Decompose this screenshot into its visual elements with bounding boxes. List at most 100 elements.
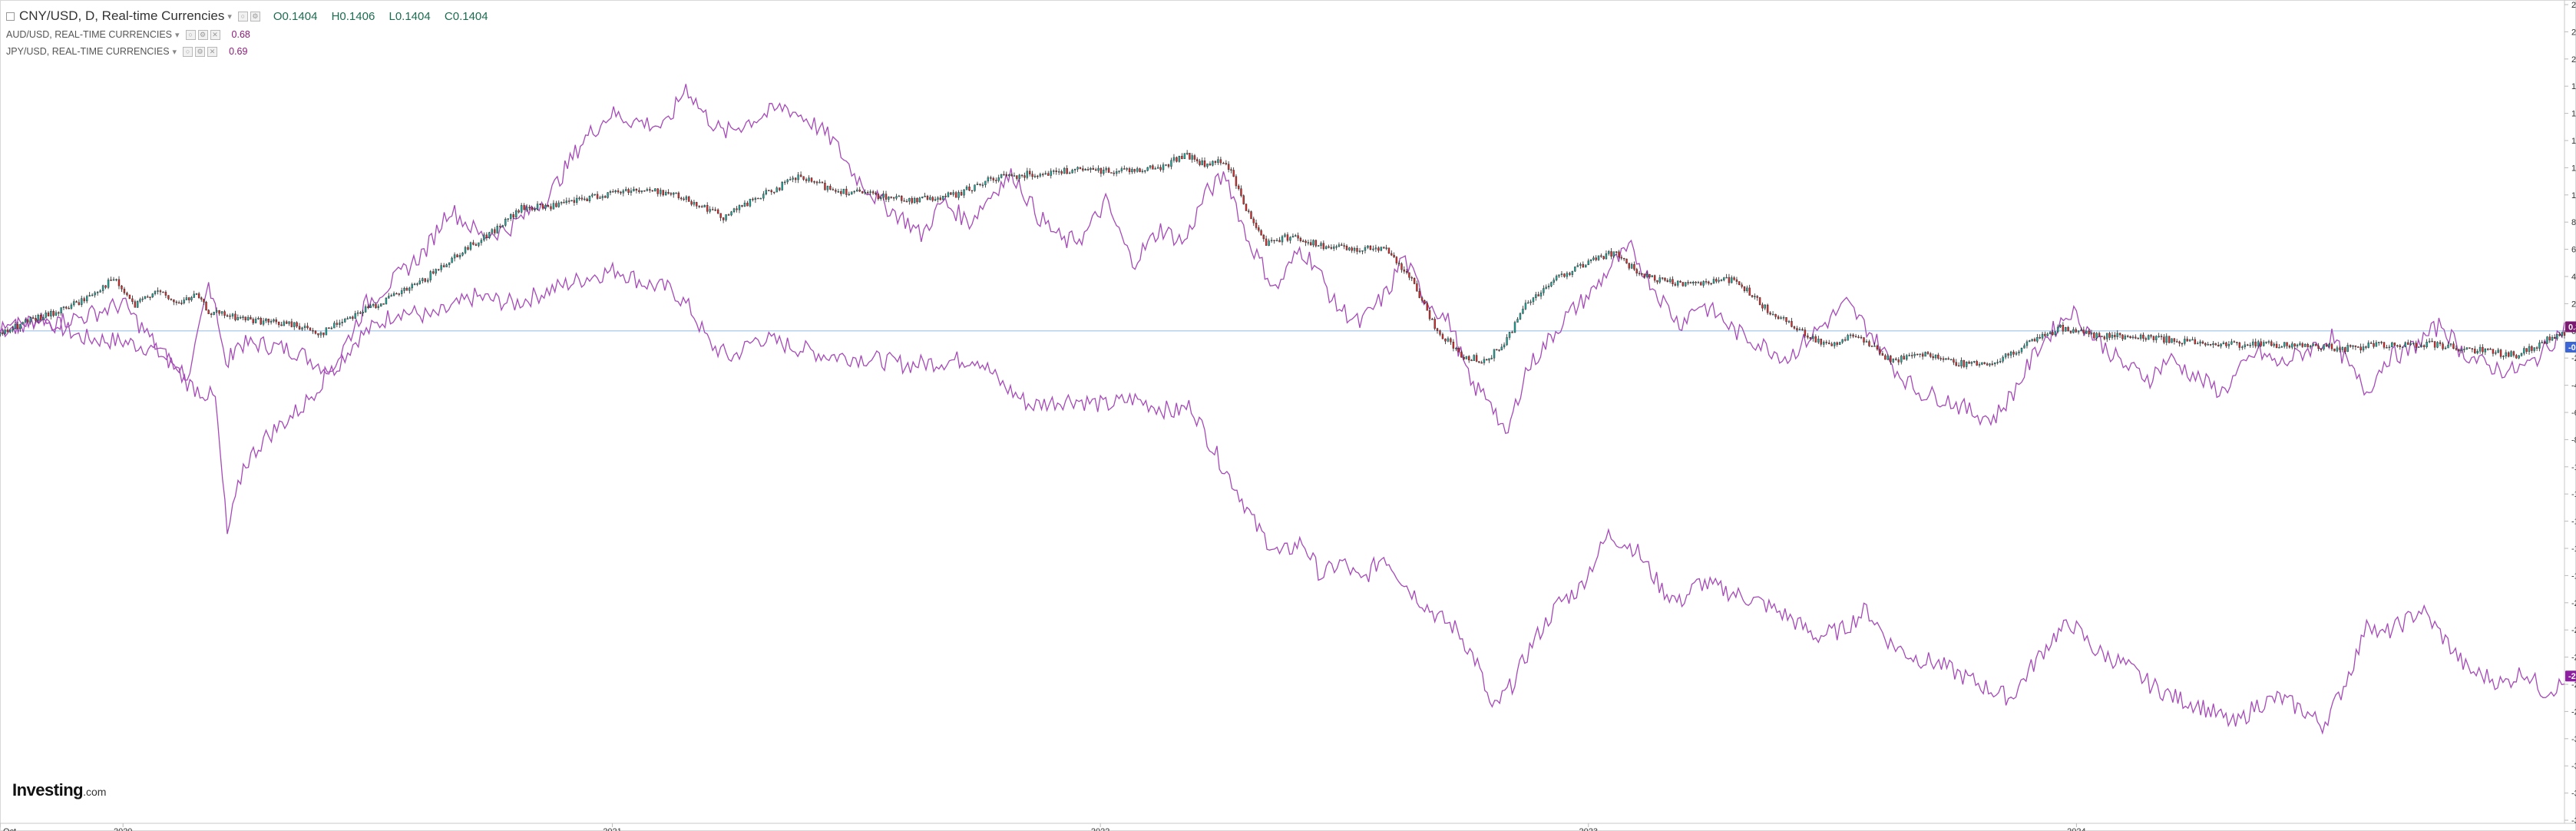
candle-body [257, 318, 260, 319]
candle-body [1478, 361, 1480, 363]
candle-body [603, 196, 607, 198]
candle-body [2059, 325, 2062, 328]
collapse-legend-icon[interactable] [6, 12, 15, 21]
candle-body [290, 321, 293, 327]
candle-body [1084, 169, 1086, 171]
candle-body [154, 291, 157, 294]
candle-body [1057, 171, 1060, 173]
candle-body [117, 279, 121, 286]
candle-body [2296, 344, 2299, 346]
candle-body [2309, 346, 2312, 348]
candle-body [2375, 342, 2378, 347]
candle-body [510, 214, 512, 219]
compare-line-jpy-usd[interactable] [0, 261, 2565, 735]
candle-body [1383, 247, 1385, 249]
candle-body [1374, 247, 1377, 250]
candle-body [1610, 251, 1612, 257]
candle-body [716, 209, 719, 214]
candle-body [2442, 343, 2444, 349]
candle-body [1695, 282, 1697, 283]
legend-main-row: CNY/USD, D, Real-time Currencies ▾ ○ ⚙ O… [6, 6, 499, 26]
candle-body [1535, 294, 1537, 298]
candle-body [2103, 336, 2106, 339]
candle-body [2422, 345, 2426, 347]
candle-body [1170, 160, 1172, 167]
candle-body [550, 206, 552, 210]
candle-body [547, 205, 550, 207]
candle-body [1830, 343, 1833, 346]
candle-body [164, 292, 167, 296]
candle-body [770, 190, 772, 193]
candle-body [1214, 161, 1217, 163]
candle-body [984, 180, 987, 185]
y-tick-label: -26.00% [2571, 680, 2576, 690]
candle-body [1341, 244, 1343, 246]
candle-body [0, 332, 2, 336]
candle-body [2236, 342, 2238, 343]
compare-line-aud-usd[interactable] [0, 84, 2565, 535]
candle-body [2238, 343, 2241, 348]
candle-body [1638, 273, 1641, 275]
candle-body [400, 290, 403, 294]
candle-body [2561, 332, 2564, 336]
candle-body [1268, 240, 1270, 246]
candle-body [1465, 356, 1468, 359]
settings-icon[interactable]: ⚙ [250, 11, 260, 22]
candle-body [578, 197, 580, 200]
candle-body [696, 202, 698, 207]
candle-body [584, 198, 586, 200]
y-tick-label: -32.00% [2571, 762, 2576, 771]
candle-body [78, 302, 81, 305]
candle-body [719, 213, 722, 218]
settings-icon[interactable]: ⚙ [197, 29, 208, 40]
candle-body [557, 202, 560, 207]
y-tick-label: 14.00% [2571, 137, 2576, 146]
compare-title-jpy[interactable]: JPY/USD, REAL-TIME CURRENCIES [6, 46, 170, 57]
chevron-down-icon[interactable]: ▾ [227, 12, 232, 22]
candle-body [458, 255, 461, 258]
candle-body [1618, 251, 1620, 258]
candle-body [1042, 174, 1044, 176]
chevron-down-icon[interactable]: ▾ [172, 47, 177, 57]
candle-body [2108, 333, 2111, 338]
compare-title-aud[interactable]: AUD/USD, REAL-TIME CURRENCIES [6, 29, 172, 40]
candle-body [821, 181, 824, 184]
main-symbol-title[interactable]: CNY/USD, D, Real-time Currencies [19, 8, 225, 23]
candle-body [757, 197, 759, 200]
chevron-down-icon[interactable]: ▾ [175, 30, 180, 40]
candle-body [60, 307, 62, 313]
candle-body [1823, 342, 1825, 345]
candle-body [1380, 247, 1383, 251]
candle-body [1408, 272, 1410, 278]
candle-body [131, 298, 134, 302]
candle-body [385, 297, 388, 305]
candle-body [2129, 336, 2131, 339]
candle-body [640, 190, 643, 192]
visibility-icon[interactable]: ○ [237, 11, 248, 22]
settings-icon[interactable]: ⚙ [195, 46, 206, 57]
candle-body [2254, 341, 2257, 346]
candle-body [1330, 247, 1333, 249]
candle-body [1628, 263, 1631, 269]
candle-body [2093, 333, 2095, 339]
candle-body [688, 196, 690, 202]
candle-body [2417, 346, 2420, 348]
candle-body [1413, 278, 1416, 284]
x-tick-label: Oct [3, 827, 16, 831]
visibility-icon[interactable]: ○ [185, 29, 196, 40]
visibility-icon[interactable]: ○ [183, 46, 193, 57]
candle-body [918, 197, 921, 203]
close-icon[interactable]: ✕ [210, 29, 220, 40]
candle-body [480, 240, 483, 243]
candle-body [1963, 359, 1966, 367]
candle-body [1731, 277, 1733, 283]
candle-body [2323, 344, 2325, 349]
candle-body [187, 297, 190, 300]
close-icon[interactable]: ✕ [207, 46, 218, 57]
candle-body [273, 319, 275, 322]
candle-body [1668, 279, 1672, 283]
candle-body [1585, 264, 1587, 268]
last-value-badge [2565, 342, 2576, 353]
candle-body [1222, 163, 1225, 164]
